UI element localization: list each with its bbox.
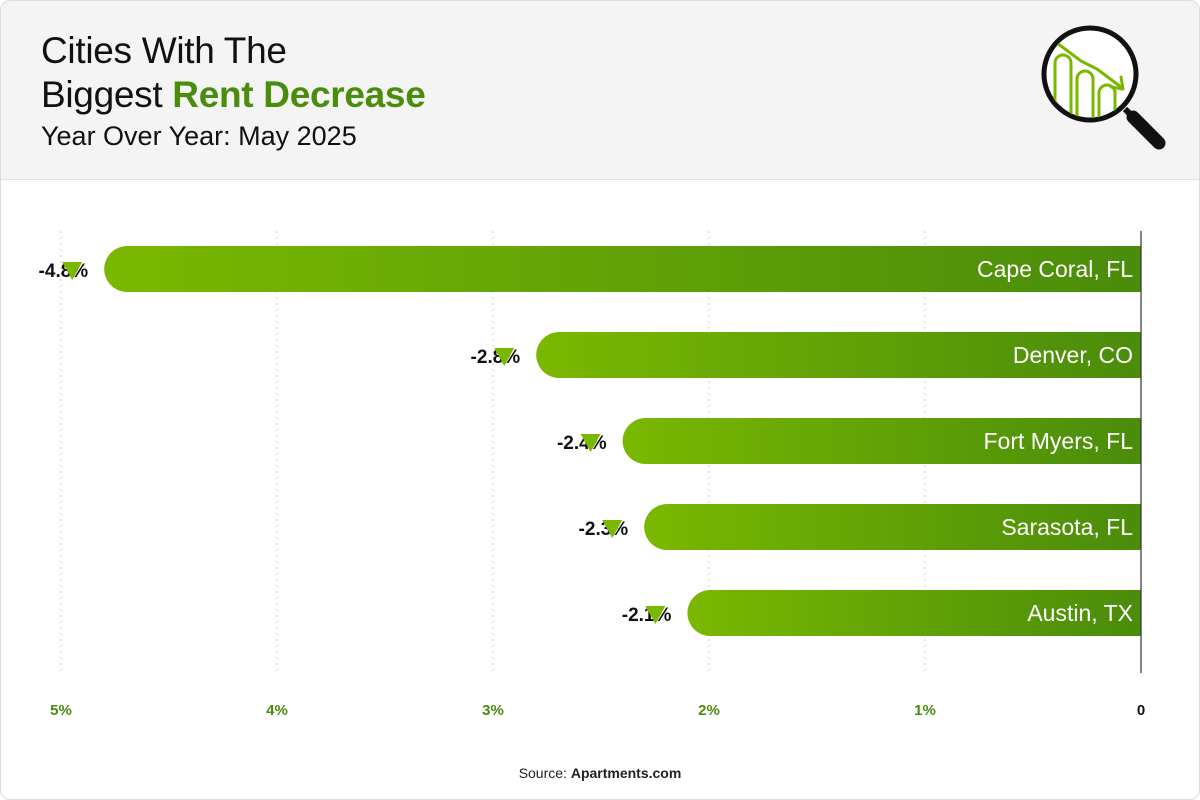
- down-arrow-icon: [645, 606, 666, 624]
- x-tick-label: 2%: [698, 702, 720, 719]
- x-tick-label: 4%: [266, 702, 288, 719]
- gridlines: [60, 231, 926, 673]
- down-arrow-icon: [580, 434, 601, 452]
- bar-group: Austin, TX-2.1%: [622, 590, 1141, 636]
- page-title: Cities With The Biggest Rent Decrease: [41, 29, 426, 117]
- x-tick-label: 0: [1137, 702, 1145, 719]
- source-name: Apartments.com: [570, 765, 682, 781]
- category-label: Sarasota, FL: [1001, 514, 1133, 540]
- bar-group: Fort Myers, FL-2.4%: [557, 418, 1141, 465]
- category-label: Denver, CO: [1013, 342, 1133, 368]
- title-line-2-plain: Biggest: [41, 74, 173, 115]
- bar: [644, 504, 1141, 550]
- category-label: Cape Coral, FL: [977, 256, 1133, 282]
- header: Cities With The Biggest Rent Decrease Ye…: [1, 1, 1199, 180]
- subtitle: Year Over Year: May 2025: [41, 121, 357, 151]
- down-arrow-icon: [602, 520, 623, 538]
- down-arrow-icon: [494, 348, 515, 366]
- source-note: Source: Apartments.com: [1, 765, 1199, 781]
- x-axis-ticks: 5% 4% 3% 2% 1% 0: [50, 702, 1145, 719]
- source-prefix: Source:: [518, 765, 571, 781]
- bar-group: Sarasota, FL-2.3%: [579, 504, 1141, 550]
- category-label: Fort Myers, FL: [983, 428, 1133, 454]
- bars: Cape Coral, FL-4.8% Denver, CO-2.8% Fort M…: [39, 246, 1142, 636]
- bar-group: Denver, CO-2.8%: [471, 332, 1141, 378]
- title-line-1: Cities With The: [41, 30, 287, 71]
- bar: [536, 332, 1141, 378]
- title-line-2: Biggest Rent Decrease: [41, 73, 426, 117]
- x-tick-label: 1%: [914, 702, 936, 719]
- title-accent: Rent Decrease: [172, 74, 426, 115]
- x-tick-label: 5%: [50, 702, 72, 719]
- magnifier-declining-bars-icon: [1041, 25, 1166, 150]
- bar: [104, 246, 1142, 292]
- bar: [687, 590, 1141, 636]
- x-tick-label: 3%: [482, 702, 504, 719]
- down-arrow-icon: [62, 262, 83, 280]
- bar: [622, 418, 1141, 465]
- category-label: Austin, TX: [1027, 600, 1133, 626]
- bar-group: Cape Coral, FL-4.8%: [39, 246, 1142, 292]
